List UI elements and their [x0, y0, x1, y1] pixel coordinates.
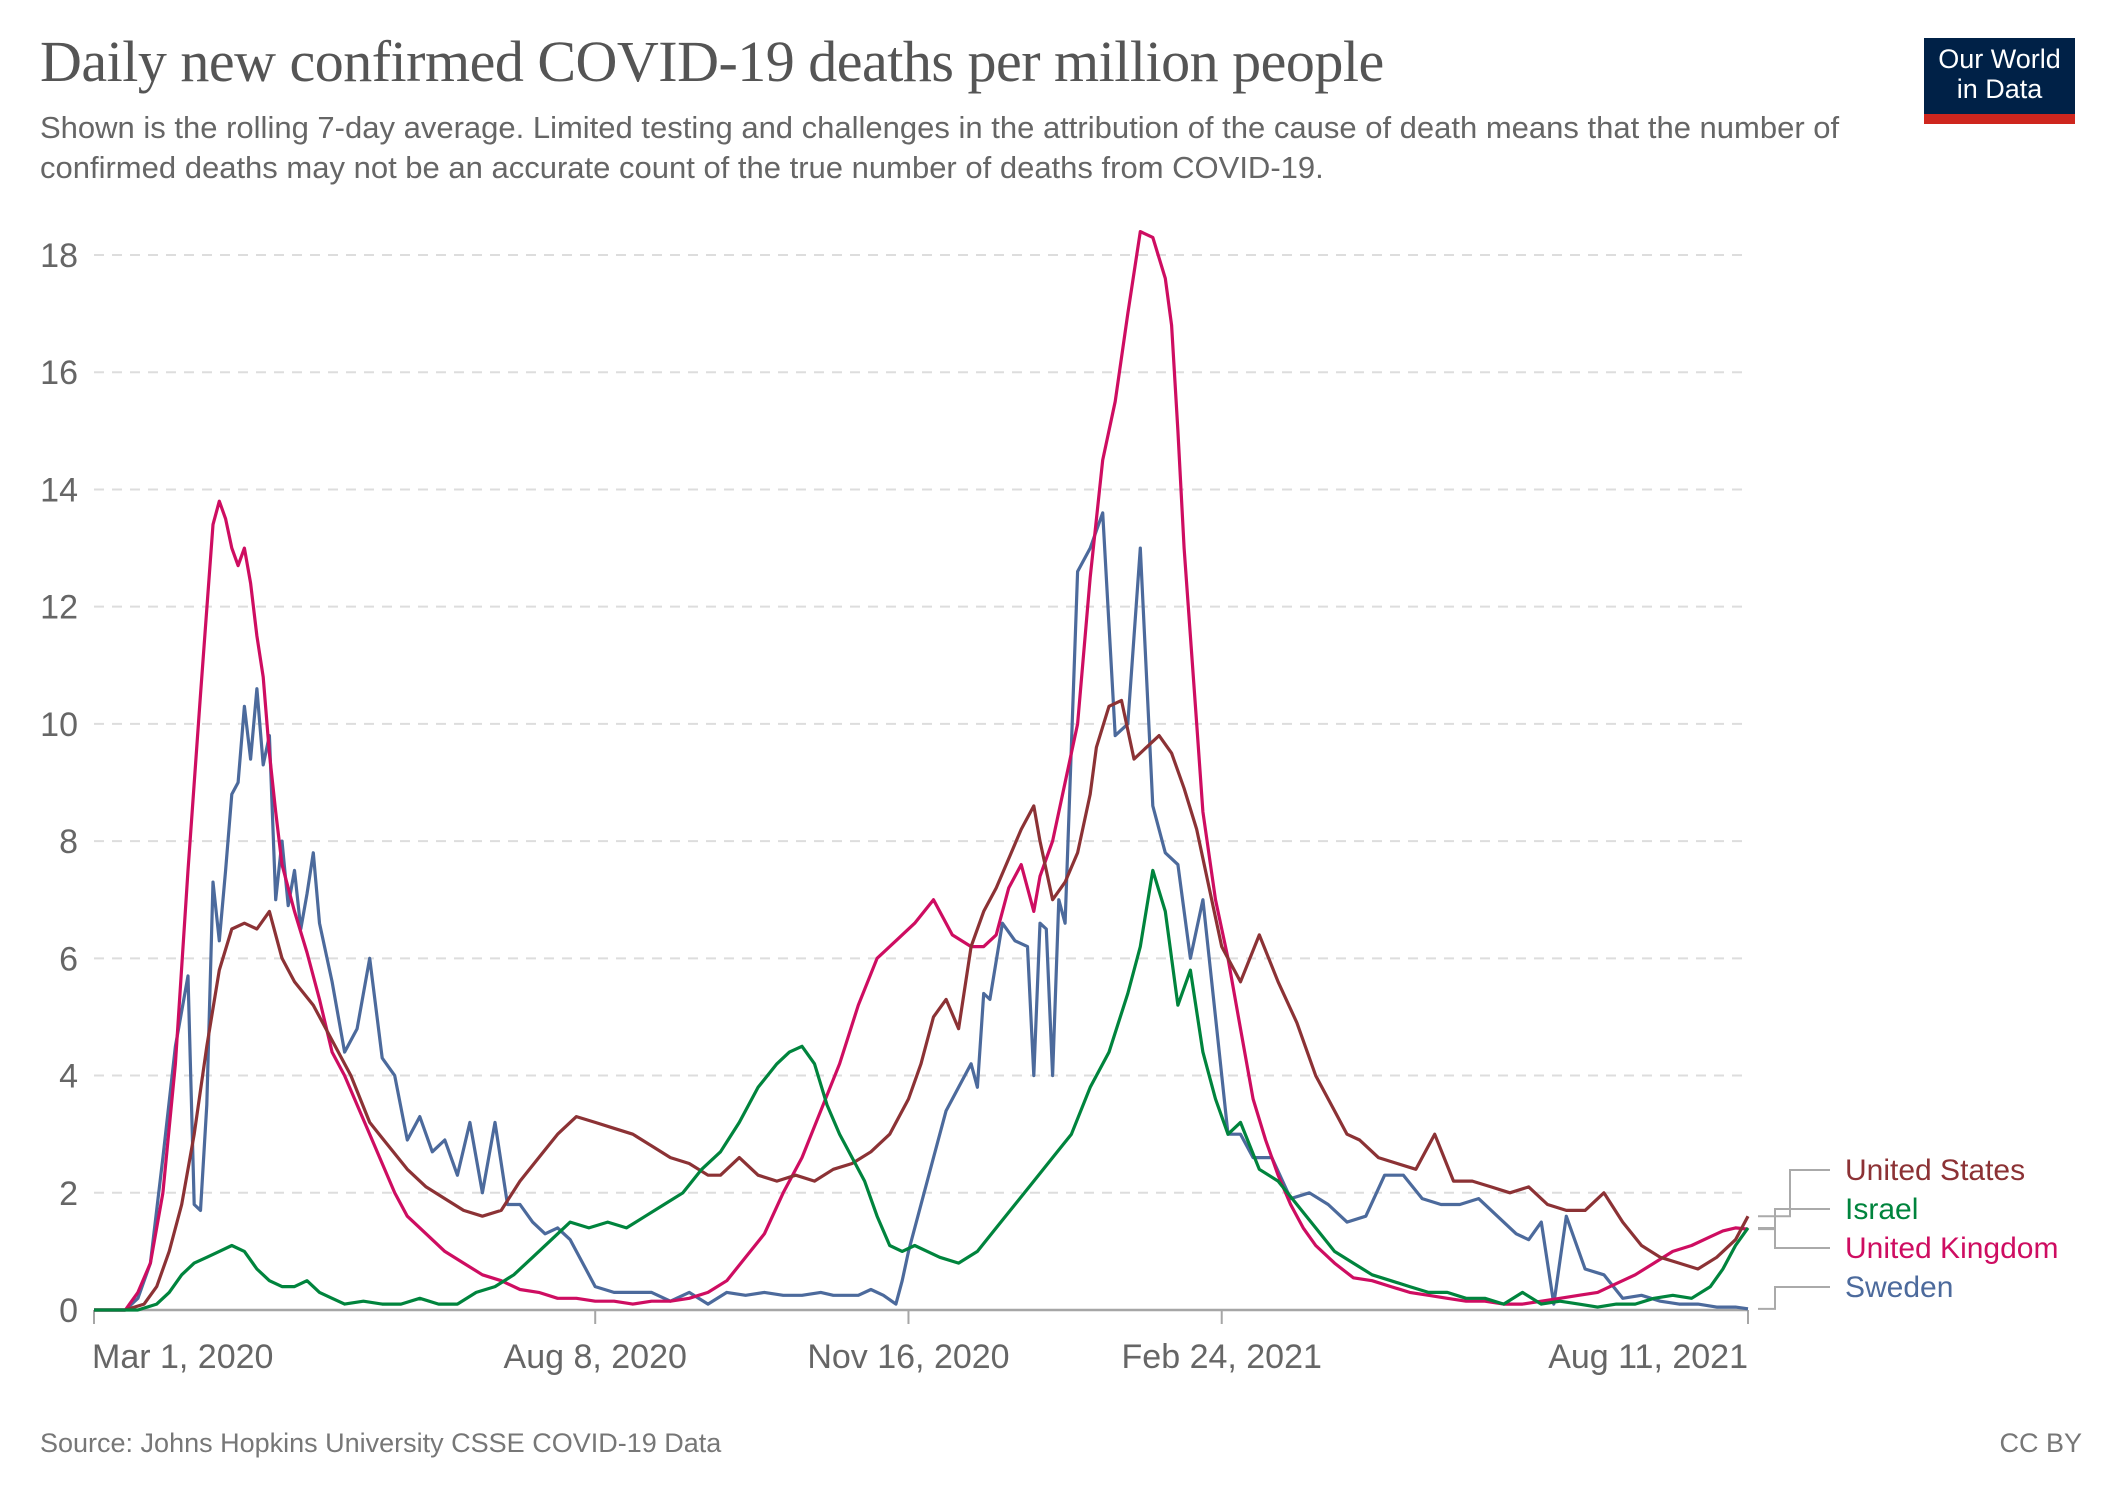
y-tick-label: 18	[40, 237, 78, 275]
y-tick-label: 14	[40, 471, 78, 509]
series-line-israel	[94, 868, 1750, 1312]
legend-connector	[1758, 1208, 1830, 1229]
legend-label-united-kingdom: United Kingdom	[1845, 1232, 2058, 1265]
chart-title: Daily new confirmed COVID-19 deaths per …	[40, 29, 1384, 94]
chart-subtitle: Shown is the rolling 7-day average. Limi…	[40, 110, 1840, 185]
legend-label-sweden: Sweden	[1845, 1271, 1953, 1304]
legend-connector	[1758, 1286, 1830, 1310]
legend: United States Israel United Kingdom Sweden	[1758, 1154, 2058, 1310]
x-tick-label: Nov 16, 2020	[807, 1338, 1009, 1376]
x-axis: Mar 1, 2020 Aug 8, 2020 Nov 16, 2020 Feb 24…	[92, 1308, 1749, 1376]
logo-red-bar	[1924, 114, 2075, 124]
y-tick-label: 0	[59, 1292, 78, 1330]
x-tick-label: Feb 24, 2021	[1122, 1338, 1322, 1376]
x-tick-label: Mar 1, 2020	[92, 1338, 273, 1376]
y-tick-label: 2	[59, 1175, 78, 1213]
source-note: Source: Johns Hopkins University CSSE CO…	[40, 1428, 722, 1458]
x-tick-label: Aug 11, 2021	[1548, 1338, 1748, 1376]
y-axis-ticks: 0 2 4 6 8 10 12 14 16 18	[40, 237, 78, 1330]
series-lines	[94, 230, 1750, 1312]
legend-connector	[1758, 1228, 1830, 1249]
y-tick-label: 8	[59, 823, 78, 861]
series-line-united-states	[94, 698, 1750, 1312]
y-tick-label: 16	[40, 354, 78, 392]
x-tick-label: Aug 8, 2020	[504, 1338, 687, 1376]
legend-label-israel: Israel	[1845, 1193, 1918, 1226]
license-link[interactable]: CC BY	[1999, 1428, 2082, 1458]
y-tick-label: 12	[40, 589, 78, 627]
logo-text: Our World in Data	[1938, 44, 2061, 104]
legend-label-united-states: United States	[1845, 1154, 2025, 1187]
y-tick-label: 6	[59, 940, 78, 978]
y-tick-label: 4	[59, 1058, 78, 1096]
y-tick-label: 10	[40, 706, 78, 744]
owid-logo[interactable]: Our World in Data	[1924, 38, 2075, 124]
gridlines	[94, 254, 1748, 1194]
series-line-united-kingdom	[94, 230, 1749, 1312]
